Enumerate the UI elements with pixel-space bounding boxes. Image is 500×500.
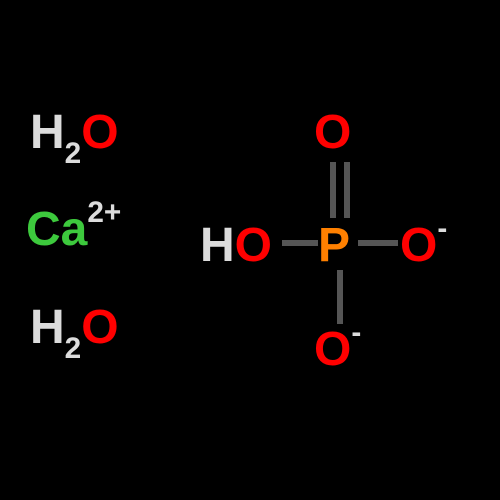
molecule-canvas: H2O Ca2+ H2O HO P O O- O- [0, 0, 500, 500]
oxygen-label: O [314, 323, 351, 376]
bond-p-o-bottom [337, 270, 343, 324]
hydrogen-label: H [30, 106, 65, 159]
calcium-label: Ca [26, 203, 87, 256]
subscript-2: 2 [65, 137, 82, 170]
bond-p-o-double-1 [330, 162, 336, 218]
hydrogen-label: H [30, 301, 65, 354]
oxygen-top: O [314, 105, 351, 160]
oxygen-label: O [235, 219, 272, 272]
water-2: H2O [30, 300, 119, 362]
calcium-ion: Ca2+ [26, 202, 121, 257]
hydrogen-label: H [200, 219, 235, 272]
phosphorus-label: P [318, 219, 350, 272]
oxygen-bottom-anion: O- [314, 322, 361, 377]
hydroxyl-group: HO [200, 218, 272, 273]
oxygen-charge: - [437, 212, 447, 245]
bond-p-oh [282, 240, 318, 246]
oxygen-right-anion: O- [400, 218, 447, 273]
oxygen-charge: - [351, 316, 361, 349]
water-1: H2O [30, 105, 119, 167]
oxygen-label: O [400, 219, 437, 272]
oxygen-label: O [314, 106, 351, 159]
oxygen-label: O [81, 301, 118, 354]
bond-p-o-right [358, 240, 398, 246]
phosphorus-atom: P [318, 218, 350, 273]
subscript-2: 2 [65, 332, 82, 365]
calcium-charge: 2+ [87, 196, 121, 229]
bond-p-o-double-2 [344, 162, 350, 218]
oxygen-label: O [81, 106, 118, 159]
